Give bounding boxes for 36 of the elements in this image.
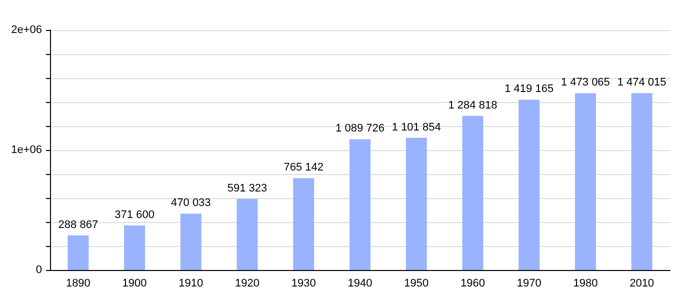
x-tick-label: 1970 [516,278,542,290]
bar [68,235,89,270]
x-tick-label: 1960 [460,278,485,290]
x-tick-label: 1950 [404,278,429,290]
bar [631,93,652,270]
x-tick-label: 2010 [630,278,654,290]
data-label: 470 033 [171,197,211,210]
data-label: 765 142 [284,162,324,174]
bar [406,138,427,270]
data-label: 288 867 [58,218,98,231]
y-tick-label: 0 [36,264,42,276]
data-label: 1 474 015 [617,76,666,89]
x-tick-label: 1980 [573,278,598,290]
bar [518,100,540,270]
data-label: 1 089 726 [336,122,384,135]
bar [350,139,370,270]
x-tick-label: 1930 [291,278,316,290]
x-tick-label: 1900 [122,278,147,290]
bar [462,116,484,270]
x-tick-label: 1940 [348,278,372,290]
data-label: 1 284 818 [448,99,498,112]
x-tick-label: 1910 [178,278,204,290]
bar [124,225,146,270]
bar [293,178,314,270]
bar [180,214,202,270]
bar [574,93,596,270]
data-label: 371 600 [114,208,154,221]
data-label: 591 323 [227,182,268,195]
bar [236,199,258,270]
data-label: 1 473 065 [560,76,610,89]
data-label: 1 419 165 [504,83,554,96]
x-tick-label: 1890 [66,278,90,290]
data-label: 1 101 854 [392,121,441,134]
y-tick-label: 2e+06 [11,24,42,36]
x-tick-label: 1920 [235,278,260,290]
y-tick-label: 1e+06 [11,144,42,156]
